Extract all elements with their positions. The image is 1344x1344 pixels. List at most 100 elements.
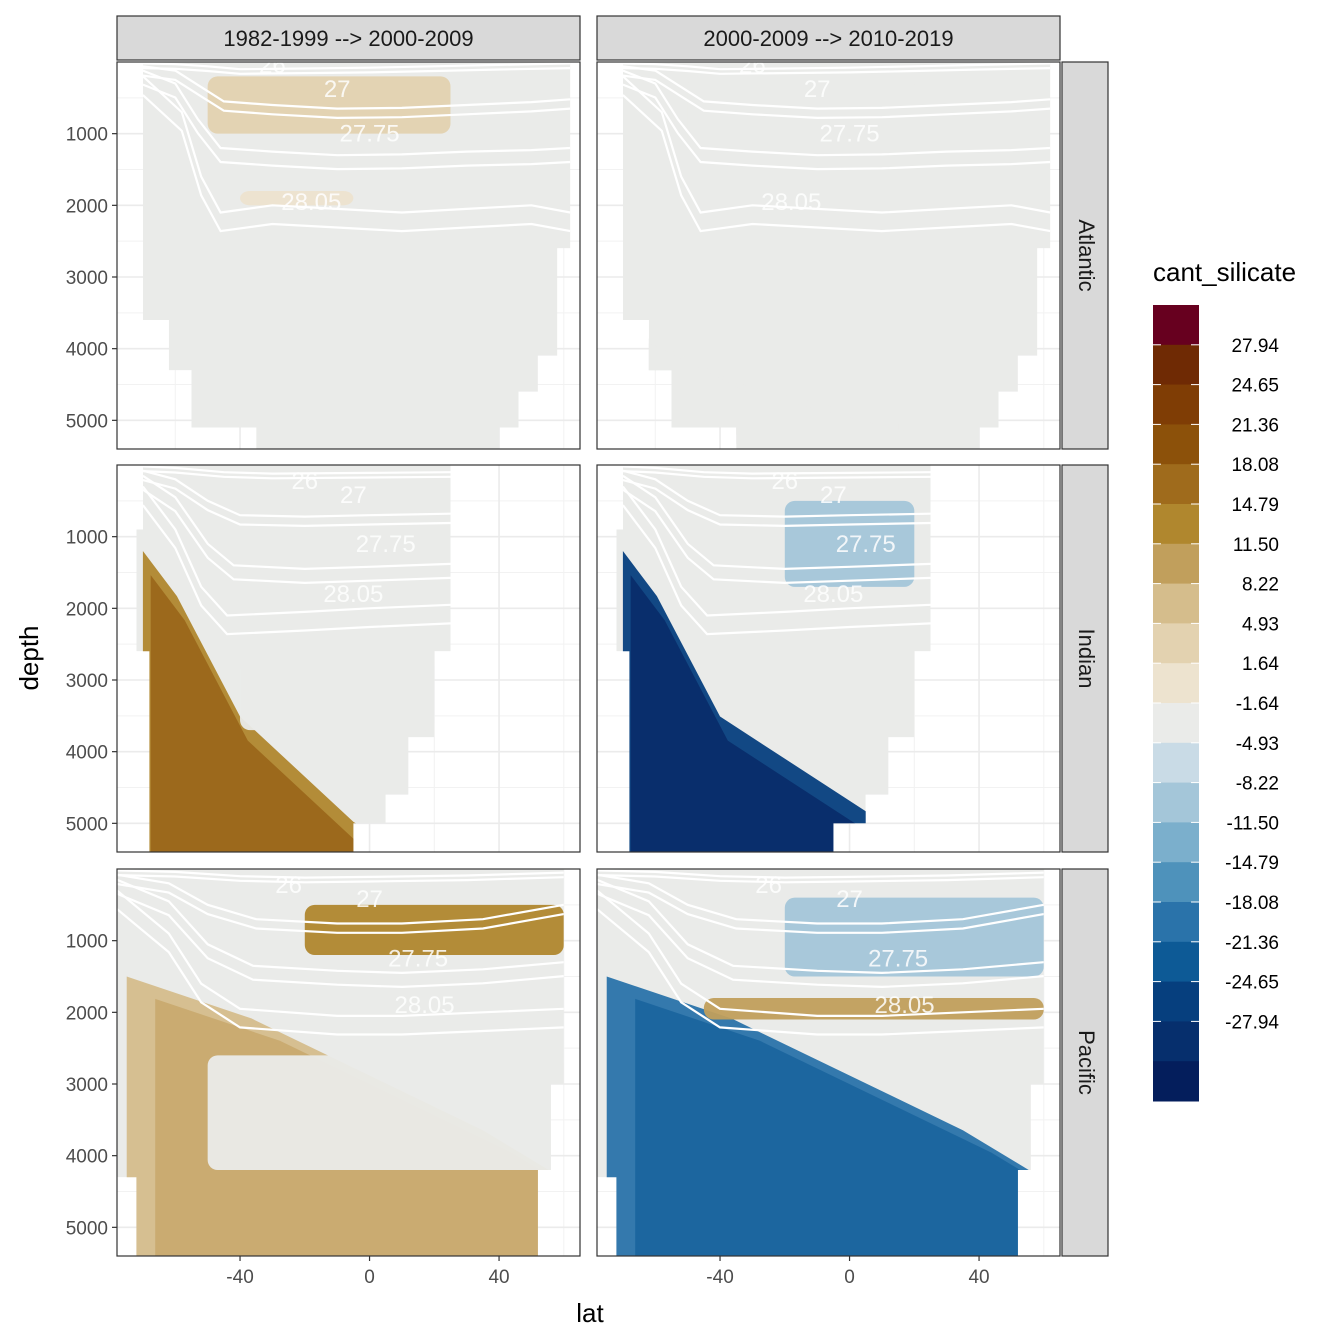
density-contour: [142, 83, 571, 171]
density-contour: [622, 67, 1051, 75]
panels-layer: 26 27 27.75 28.05 26 27 27.75 28.05 26 27 27.75 28.…: [116, 52, 1061, 1257]
band-0: [207, 76, 451, 134]
legend-break-label: 14.79: [1231, 495, 1279, 516]
density-contour: [142, 74, 571, 120]
band-2: [207, 1055, 564, 1171]
density-contour: [117, 873, 564, 925]
legend-title: cant_silicate: [1153, 257, 1296, 287]
legend-swatch: [1153, 424, 1199, 465]
legend-swatch: [1153, 1021, 1199, 1062]
density-contour: [622, 75, 1051, 214]
column-strip-label: 1982-1999 --> 2000-2009: [223, 26, 473, 51]
legend-swatch: [1153, 1061, 1199, 1102]
contour-label: 28.05: [875, 992, 935, 1019]
legend-break-label: 18.08: [1231, 455, 1279, 476]
density-contour: [597, 869, 1044, 879]
density-contour: [622, 74, 1051, 120]
density-contour: [597, 908, 1044, 1036]
density-contour: [622, 94, 1051, 233]
density-contour: [622, 488, 931, 585]
y-tick-label: 1000: [66, 528, 108, 549]
contour-label: 26: [771, 468, 798, 495]
density-contour: [142, 488, 451, 585]
panel-atlantic-1: 26 27 27.75 28.05: [116, 61, 581, 450]
y-tick-label: 5000: [66, 814, 108, 835]
density-contour: [117, 908, 564, 1036]
panel-indian-2: 26 27 27.75 28.05: [596, 464, 1061, 853]
row-strip-label: Indian: [1074, 629, 1099, 689]
legend-swatch: [1153, 464, 1199, 505]
panel-border: [116, 868, 581, 1257]
density-contour: [117, 874, 564, 884]
panel-pacific-1: 26 27 27.75 28.05: [116, 868, 581, 1257]
panel-atlantic-2: 26 27 27.75 28.05: [596, 52, 1061, 450]
contour-label: 28.05: [761, 189, 821, 216]
density-contour: [117, 882, 564, 934]
legend-swatch: [1153, 941, 1199, 983]
x-tick-label: -40: [706, 1267, 733, 1288]
density-contour: [597, 874, 1044, 884]
band-core-0: [630, 575, 890, 852]
density-contour: [117, 892, 564, 989]
x-axis-title: lat: [576, 1298, 604, 1328]
x-tick-label: 40: [488, 1267, 509, 1288]
contour-label: 28.05: [803, 581, 863, 608]
panel-border: [116, 464, 581, 853]
contour-label: 27: [324, 76, 351, 103]
column-strip-label: 2000-2009 --> 2010-2019: [703, 26, 953, 51]
legend-break-label: 1.64: [1242, 654, 1279, 675]
legend-swatch: [1153, 703, 1199, 744]
contour-label: 26: [291, 468, 318, 495]
legend-break-label: 24.65: [1231, 376, 1279, 397]
x-tick-label: 0: [364, 1267, 375, 1288]
legend-swatch: [1153, 305, 1199, 346]
field-atlantic: 26 27 27.75 28.05: [622, 52, 1051, 449]
row-strip-label: Pacific: [1074, 1030, 1099, 1095]
contour-label: 27.75: [356, 531, 416, 558]
x-tick-label: -40: [226, 1267, 253, 1288]
y-tick-label: 1000: [66, 125, 108, 146]
density-contour: [622, 469, 931, 518]
density-contour: [622, 465, 931, 475]
density-contour: [622, 485, 931, 617]
density-contour: [622, 474, 931, 571]
facet-strips: 1982-1999 --> 2000-2009 2000-2009 --> 201…: [116, 15, 1109, 1257]
neutral-field: [142, 62, 571, 449]
contour-label: 27.75: [820, 121, 880, 148]
y-tick-label: 3000: [66, 1075, 108, 1096]
y-tick-label: 4000: [66, 743, 108, 764]
panel-pacific-2: 26 27 27.75 28.05: [596, 868, 1061, 1257]
row-strip: [1061, 464, 1109, 853]
legend-swatch: [1153, 623, 1199, 664]
panel-border: [596, 464, 1061, 853]
y-tick-label: 5000: [66, 1218, 108, 1239]
density-contour: [142, 65, 571, 110]
contour-label: 26: [739, 52, 766, 79]
legend-swatch: [1153, 384, 1199, 425]
contour-label: 27.75: [868, 946, 928, 973]
column-strip: [596, 15, 1061, 61]
panel-border: [596, 868, 1061, 1257]
neutral-field: [622, 62, 1051, 449]
legend-swatch: [1153, 504, 1199, 545]
contour-label: 27: [340, 482, 367, 509]
y-tick-label: 2000: [66, 599, 108, 620]
band-core-0: [150, 575, 410, 852]
density-contour: [622, 62, 1051, 71]
legend-swatch: [1153, 782, 1199, 823]
panel-indian-1: 26 27 27.75 28.05: [116, 464, 581, 853]
contour-label: 26: [275, 872, 302, 899]
density-contour: [597, 889, 1044, 1017]
band-core-1: [622, 329, 910, 444]
y-tick-label: 3000: [66, 671, 108, 692]
legend-break-label: -24.65: [1225, 973, 1279, 994]
legend-swatch: [1153, 981, 1199, 1022]
field-atlantic: 26 27 27.75 28.05: [142, 62, 571, 449]
legend-break-label: -21.36: [1225, 933, 1279, 954]
legend: 27.94 24.65 21.36 18.08 14.79 11.50 8.22 4.93 1.…: [1153, 305, 1279, 1102]
legend-break-label: -4.93: [1236, 734, 1279, 755]
density-contour: [142, 465, 451, 475]
row-strip-label: Atlantic: [1074, 219, 1099, 291]
contour-label: 28.05: [395, 992, 455, 1019]
